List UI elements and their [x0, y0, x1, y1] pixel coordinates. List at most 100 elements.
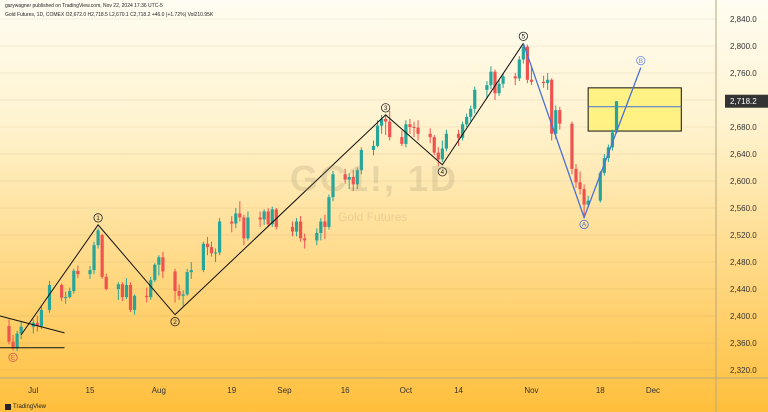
- time-tick-label: Aug: [152, 386, 166, 395]
- candle-body: [598, 172, 602, 201]
- candle-body: [412, 127, 416, 128]
- candle-body: [404, 124, 408, 144]
- candle-body: [100, 235, 104, 277]
- candle-body: [465, 116, 469, 125]
- candle-body: [39, 309, 43, 327]
- candle-body: [521, 46, 525, 60]
- time-tick-label: Jul: [28, 386, 38, 395]
- candle-body: [331, 174, 335, 198]
- candle-body: [234, 213, 238, 224]
- candle-body: [128, 284, 133, 310]
- candle-body: [11, 341, 15, 349]
- candle-body: [177, 291, 181, 296]
- candle-body: [610, 132, 615, 148]
- candle-body: [242, 217, 246, 239]
- impulse-wave-line: [20, 43, 524, 336]
- candle-body: [323, 221, 327, 227]
- candle-body: [469, 108, 473, 117]
- wave-label-text: 5: [522, 34, 526, 41]
- candle-body: [35, 322, 39, 327]
- candle-body: [327, 197, 331, 227]
- tradingview-logo-icon: [5, 404, 11, 410]
- candle-body: [64, 297, 68, 299]
- price-tick-label: 2,760.0: [730, 69, 757, 78]
- last-price-label-bg: [725, 94, 768, 108]
- time-tick-label: Nov: [524, 386, 538, 395]
- price-tick-label: 2,480.0: [730, 258, 757, 267]
- candle-body: [173, 271, 177, 292]
- price-tick-label: 2,520.0: [730, 231, 757, 240]
- candle-body: [546, 79, 550, 84]
- candle-body: [124, 284, 129, 298]
- candle-body: [489, 71, 493, 86]
- price-tick-label: 2,360.0: [730, 339, 757, 348]
- candle-body: [554, 110, 558, 134]
- candle-body: [157, 257, 161, 265]
- candle-body: [299, 221, 303, 239]
- candle-body: [120, 284, 124, 298]
- wave-label-circle: [518, 31, 528, 41]
- candle-body: [149, 280, 153, 298]
- wave-label-circle: [381, 103, 391, 113]
- candle-body: [218, 221, 222, 253]
- candle-body: [485, 85, 489, 90]
- candle-body: [428, 133, 432, 138]
- candle-body: [558, 110, 562, 124]
- candle-body: [209, 247, 214, 254]
- candle-body: [76, 270, 80, 275]
- candle-body: [104, 276, 108, 289]
- wave-label-text: 3: [384, 105, 388, 112]
- candle-body: [440, 148, 444, 160]
- candle-body: [497, 83, 501, 94]
- candle-body: [315, 232, 319, 241]
- wave-label-circle: [93, 213, 103, 223]
- time-tick-label: Dec: [646, 386, 660, 395]
- time-tick-label: 18: [596, 386, 605, 395]
- candle-body: [262, 211, 266, 220]
- candle-body: [359, 149, 363, 171]
- candle-body: [181, 294, 185, 296]
- candle-body: [461, 124, 465, 138]
- candle-body: [355, 170, 359, 185]
- candle-body: [185, 272, 189, 295]
- price-tick-label: 2,600.0: [730, 177, 757, 186]
- price-tick-label: 2,400.0: [730, 312, 757, 321]
- wave-label-circle: [636, 55, 646, 66]
- price-tick-label: 2,680.0: [730, 123, 757, 132]
- candle-body: [517, 59, 521, 79]
- tradingview-logo[interactable]: TradingView: [5, 404, 46, 410]
- candle-body: [213, 252, 218, 254]
- candle-body: [47, 284, 52, 310]
- candle-body: [550, 79, 554, 134]
- candle-body: [400, 137, 404, 144]
- candle-body: [145, 295, 149, 298]
- time-tick-label: 14: [454, 386, 463, 395]
- wave-label-text: 2: [173, 319, 177, 326]
- corrective-wave-line: [522, 43, 642, 220]
- candle-body: [351, 176, 355, 185]
- time-tick-label: Sep: [277, 386, 292, 395]
- candle-body: [303, 238, 307, 241]
- candle-body: [92, 245, 96, 271]
- wave-label-text: 1: [96, 215, 100, 222]
- candle-body: [542, 81, 546, 84]
- wave-label-circle: [579, 219, 589, 230]
- candle-body: [473, 89, 477, 109]
- candle-body: [266, 211, 270, 225]
- ohlc-line: Gold Futures, 1D, COMEX O2,672.0 H2,718.…: [5, 12, 214, 18]
- candle-body: [436, 152, 440, 160]
- wave-label-text: B: [639, 58, 643, 65]
- candle-body: [19, 326, 23, 334]
- candle-body: [432, 137, 436, 153]
- last-price-label: 2,718.2: [730, 97, 757, 106]
- candle-body: [586, 200, 590, 205]
- candle-body: [525, 46, 529, 80]
- candle-body: [501, 76, 505, 84]
- candle-body: [205, 243, 210, 248]
- publisher-line: garywagner published on TradingView.com,…: [5, 3, 163, 9]
- price-tick-label: 2,440.0: [730, 285, 757, 294]
- price-tick-label: 2,840.0: [730, 15, 757, 24]
- target-zone-box: [587, 87, 682, 132]
